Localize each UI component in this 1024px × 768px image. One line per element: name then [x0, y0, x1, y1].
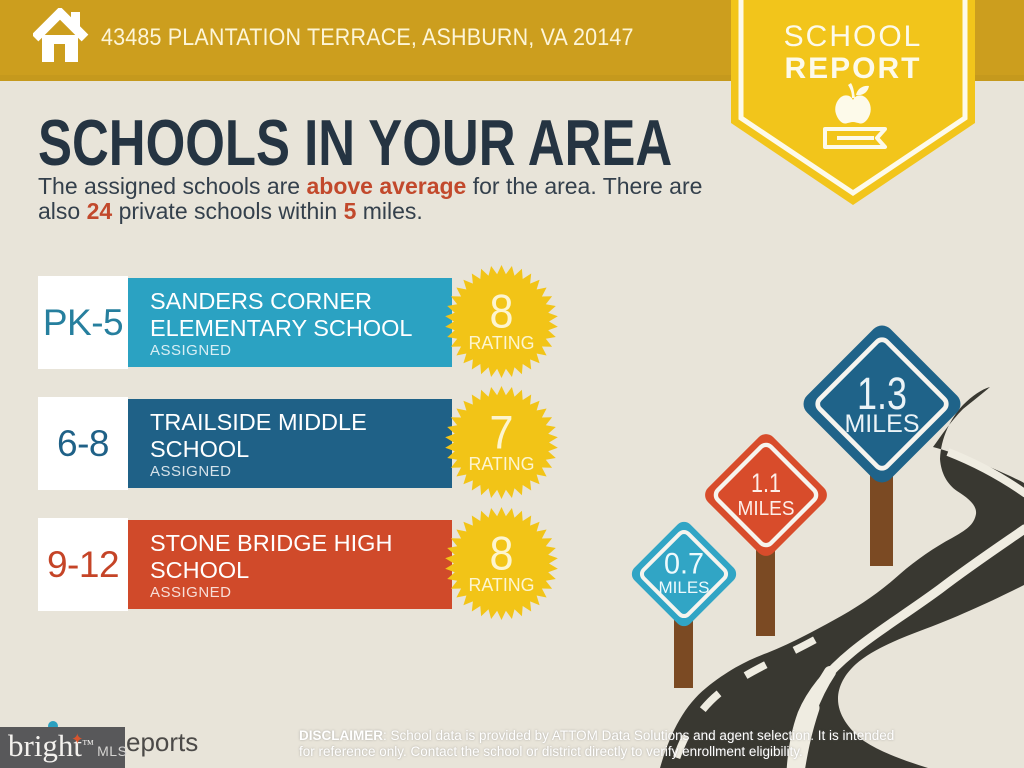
svg-text:8: 8: [490, 527, 514, 580]
svg-text:1.3: 1.3: [857, 368, 907, 419]
svg-text:RATING: RATING: [469, 333, 535, 353]
svg-text:MILES: MILES: [738, 497, 795, 520]
svg-text:RATING: RATING: [469, 575, 535, 595]
svg-text:REPORT: REPORT: [784, 52, 921, 85]
svg-text:RATING: RATING: [469, 454, 535, 474]
svg-text:MILES: MILES: [844, 410, 919, 438]
svg-text:SCHOOL: SCHOOL: [784, 20, 923, 53]
svg-text:1.1: 1.1: [751, 468, 781, 498]
svg-text:0.7: 0.7: [664, 548, 704, 581]
svg-text:8: 8: [490, 285, 514, 338]
svg-text:7: 7: [490, 406, 514, 459]
svg-text:MILES: MILES: [658, 578, 709, 597]
